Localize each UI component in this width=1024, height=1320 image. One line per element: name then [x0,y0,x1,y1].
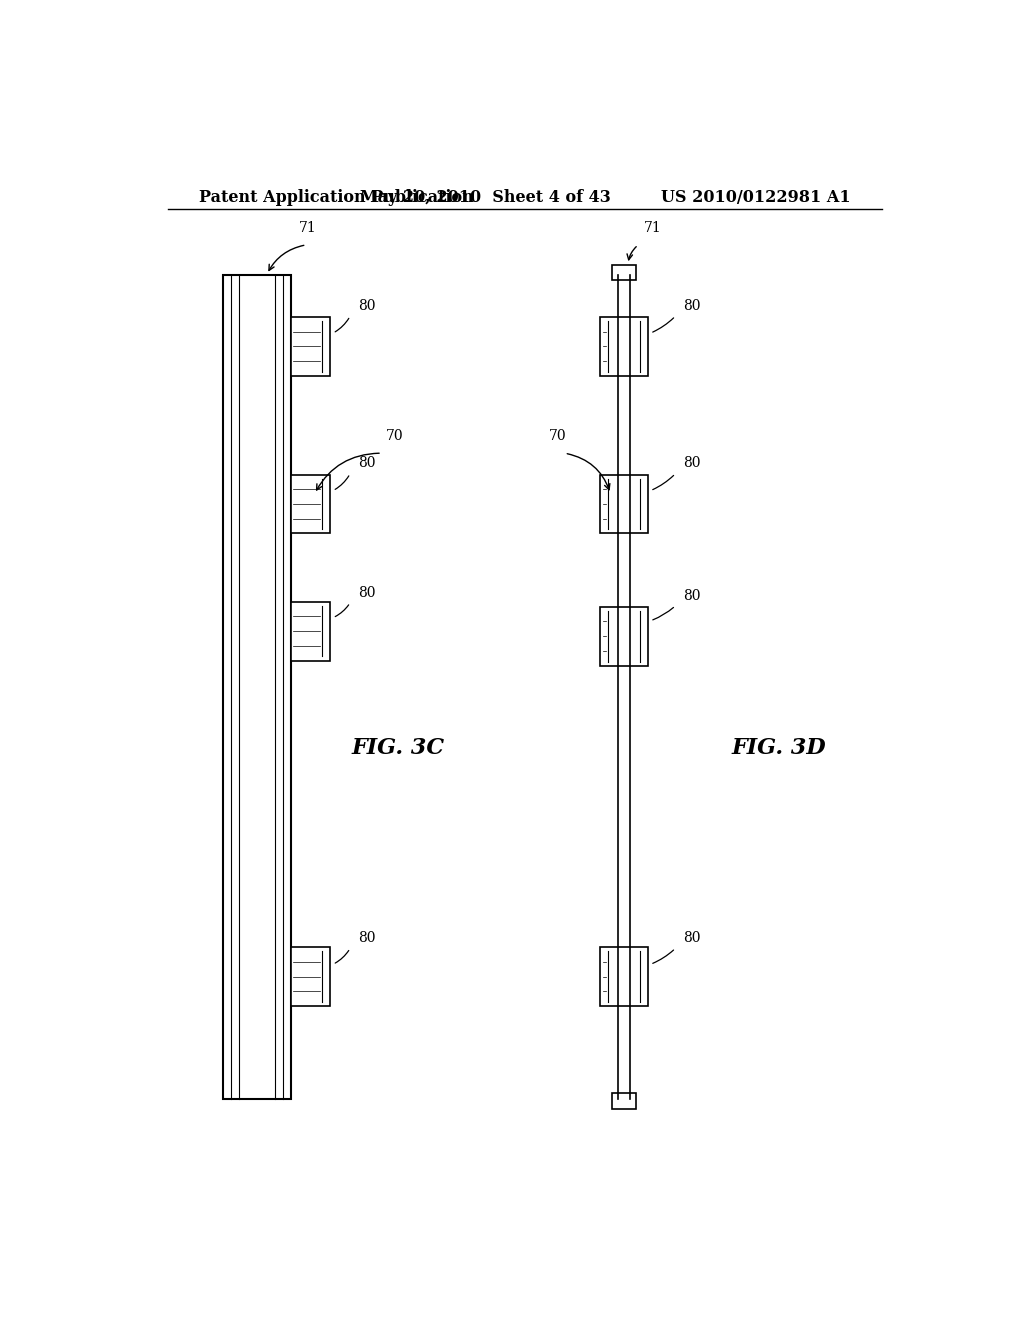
Bar [291,948,331,1006]
Text: 80: 80 [358,931,376,945]
Bar [223,276,291,1098]
Bar [291,602,331,660]
Text: 80: 80 [358,586,376,599]
Bar [291,317,331,376]
Text: 80: 80 [684,589,701,602]
Text: FIG. 3C: FIG. 3C [351,737,444,759]
Text: 71: 71 [299,220,316,235]
Text: 70: 70 [549,429,566,444]
Text: 80: 80 [684,457,701,470]
Text: 80: 80 [358,298,376,313]
Bar [612,265,636,280]
Text: 80: 80 [684,931,701,945]
Bar [600,317,648,376]
Bar [291,474,331,533]
Text: 80: 80 [358,457,376,470]
Text: 80: 80 [684,298,701,313]
Bar [600,607,648,665]
Text: May 20, 2010  Sheet 4 of 43: May 20, 2010 Sheet 4 of 43 [359,189,610,206]
Bar [600,948,648,1006]
Text: 70: 70 [386,429,403,444]
Text: US 2010/0122981 A1: US 2010/0122981 A1 [660,189,850,206]
Text: Patent Application Publication: Patent Application Publication [200,189,474,206]
Bar [600,474,648,533]
Text: FIG. 3D: FIG. 3D [731,737,826,759]
Bar [612,1093,636,1109]
Text: 71: 71 [644,220,662,235]
